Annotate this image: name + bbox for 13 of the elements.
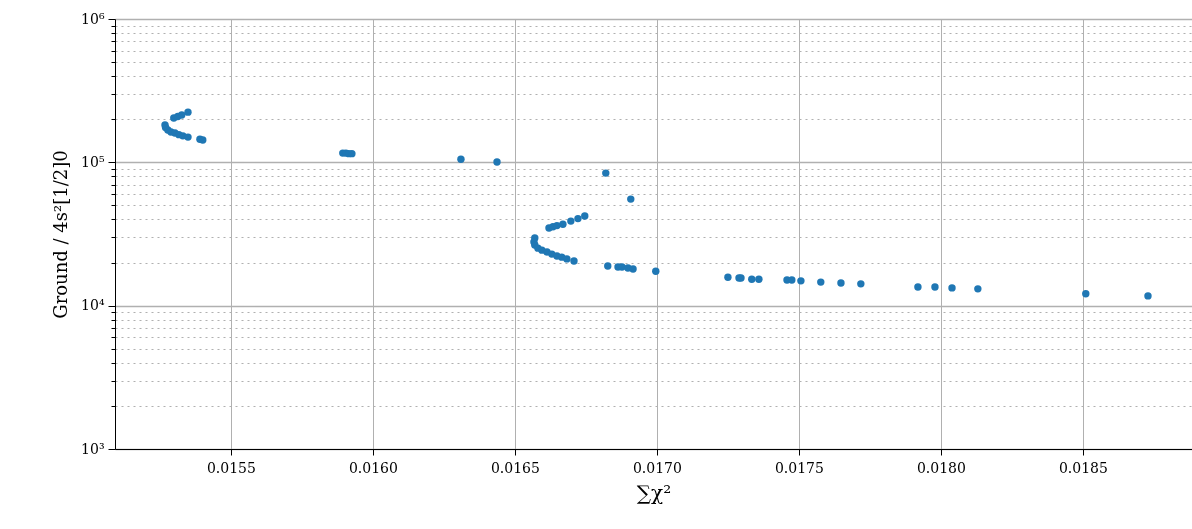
x-tick-label: 0.0180 bbox=[916, 459, 966, 476]
x-tick-label: 0.0175 bbox=[774, 459, 824, 476]
y-tick-label: 10⁴ bbox=[81, 297, 105, 314]
x-tick-label: 0.0155 bbox=[206, 459, 256, 476]
x-tick-label: 0.0165 bbox=[490, 459, 540, 476]
y-tick-label: 10⁵ bbox=[81, 153, 105, 170]
y-tick-label: 10³ bbox=[81, 440, 105, 457]
x-axis-title: ∑χ² bbox=[636, 480, 672, 505]
y-axis-title: Ground / 4s²[1/2]0 bbox=[50, 150, 72, 319]
y-tick-label: 10⁶ bbox=[81, 10, 105, 27]
x-tick-label: 0.0160 bbox=[348, 459, 398, 476]
x-tick-label: 0.0185 bbox=[1058, 459, 1108, 476]
x-tick-label: 0.0170 bbox=[632, 459, 682, 476]
